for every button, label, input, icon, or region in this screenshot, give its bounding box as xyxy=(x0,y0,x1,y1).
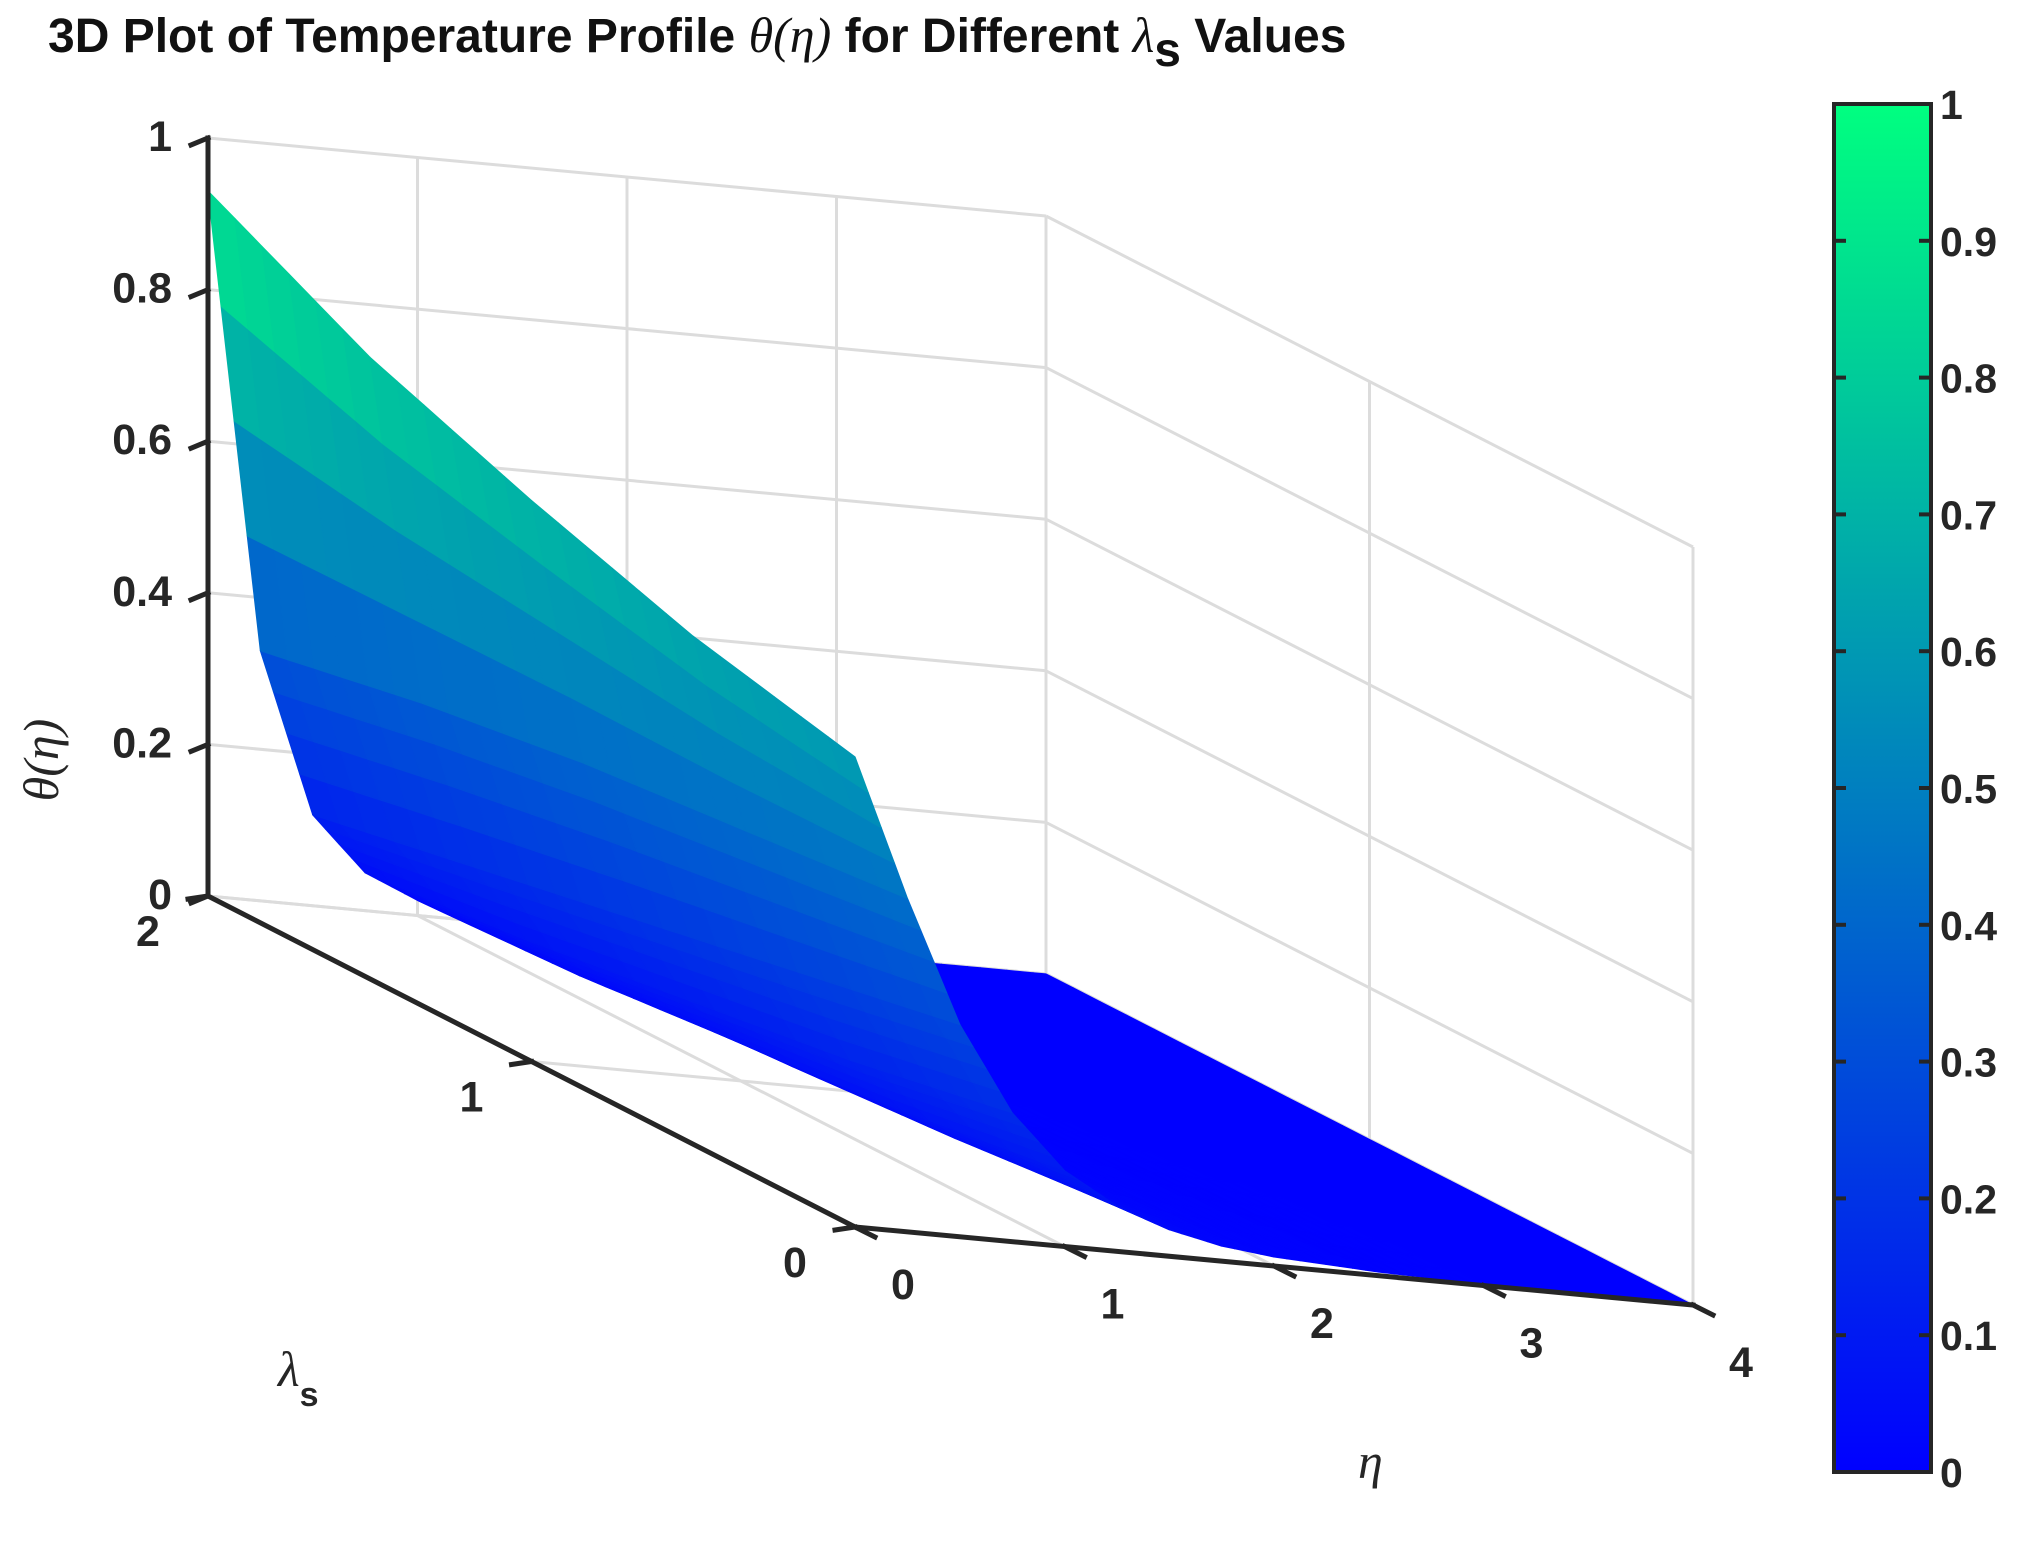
eta-tick-label: 2 xyxy=(1310,1300,1334,1348)
theta-tick-label: 0.2 xyxy=(112,719,172,767)
theta-tick-label: 0.4 xyxy=(112,568,172,616)
colorbar-tick-label: 0.1 xyxy=(1940,1313,1997,1359)
colorbar-tick-label: 0.6 xyxy=(1940,629,1997,675)
colorbar-tick-label: 0.8 xyxy=(1940,356,1997,402)
x-axis-label: η xyxy=(1358,1433,1383,1489)
chart-title-subscript: s xyxy=(1154,24,1181,77)
theta-tick-label: 1 xyxy=(148,113,172,161)
colorbar-tick-label: 0.9 xyxy=(1940,219,1997,265)
theta-tick-mark xyxy=(187,437,212,452)
theta-tick-label: 0.8 xyxy=(112,265,172,313)
eta-tick-label: 4 xyxy=(1729,1339,1753,1387)
colorbar-tick-label: 0.3 xyxy=(1940,1040,1997,1086)
grid-sidewall-theta-4 xyxy=(1045,366,1694,700)
chart-title-middle: for Different xyxy=(831,10,1132,63)
grid-sidewall-theta-1 xyxy=(1045,821,1694,1155)
surface-layer xyxy=(207,190,1694,1306)
theta-tick-mark xyxy=(187,134,212,149)
grid-backwall-theta-4 xyxy=(207,288,1047,370)
chart-title: 3D Plot of Temperature Profile θ(η) for … xyxy=(48,7,1346,77)
eta-tick-mark xyxy=(1480,1282,1507,1299)
lambda-tick-label: 0 xyxy=(783,1239,807,1287)
theta-tick-mark xyxy=(187,589,212,604)
eta-tick-mark xyxy=(1270,1262,1298,1280)
grid-backwall-theta-5 xyxy=(207,136,1047,218)
lambda-tick-mark xyxy=(508,1058,535,1068)
lambda-tick-mark xyxy=(832,1224,858,1233)
theta-tick-mark xyxy=(187,741,212,755)
colorbar-tick-label: 0.7 xyxy=(1940,492,1997,538)
axes-layer xyxy=(185,134,1717,1319)
colorbar-tick-label: 0.2 xyxy=(1940,1176,1997,1222)
chart-title-suffix: Values xyxy=(1181,10,1346,63)
surface-patch xyxy=(827,736,869,794)
grid-sidewall-theta-5 xyxy=(1045,214,1694,549)
colorbar-tick-label: 1 xyxy=(1940,82,1963,128)
chart-title-math: θ(η) xyxy=(749,7,832,63)
y-axis-label: λs xyxy=(276,1341,319,1414)
eta-tick-mark xyxy=(1061,1243,1088,1260)
eta-tick-label: 0 xyxy=(891,1261,915,1309)
eta-tick-mark xyxy=(851,1223,879,1241)
chart-title-lambda: λ xyxy=(1131,7,1155,63)
colorbar-tick-label: 0.5 xyxy=(1940,766,1997,812)
colorbar-tick-label: 0.4 xyxy=(1940,903,1997,949)
grid-sidewall-theta-2 xyxy=(1045,669,1694,1004)
grid-sidewall-theta-3 xyxy=(1045,517,1694,852)
lambda-tick-label: 2 xyxy=(136,908,160,956)
lambda-tick-label: 1 xyxy=(460,1074,484,1122)
eta-tick-label: 3 xyxy=(1520,1320,1544,1368)
theta-tick-label: 0.6 xyxy=(112,416,172,464)
theta-tick-mark xyxy=(187,286,212,300)
colorbar-tick-label: 0 xyxy=(1940,1450,1963,1496)
theta-tick-mark xyxy=(187,892,212,907)
y-axis-label-subscript: s xyxy=(300,1376,319,1414)
eta-tick-mark xyxy=(1689,1301,1717,1319)
eta-tick-label: 1 xyxy=(1101,1281,1125,1329)
y-axis-label-symbol: λ xyxy=(276,1341,300,1397)
theta-tick-label: 0 xyxy=(148,871,172,919)
z-axis-label: θ(η) xyxy=(13,719,69,802)
colorbar-ticks: 0 0.1 0.2 0.3 0.4 0.5 0.6 0.7 0.8 0.9 1 xyxy=(1834,82,1997,1496)
chart-title-prefix: 3D Plot of Temperature Profile xyxy=(48,10,749,63)
colorbar xyxy=(1832,102,1933,1474)
